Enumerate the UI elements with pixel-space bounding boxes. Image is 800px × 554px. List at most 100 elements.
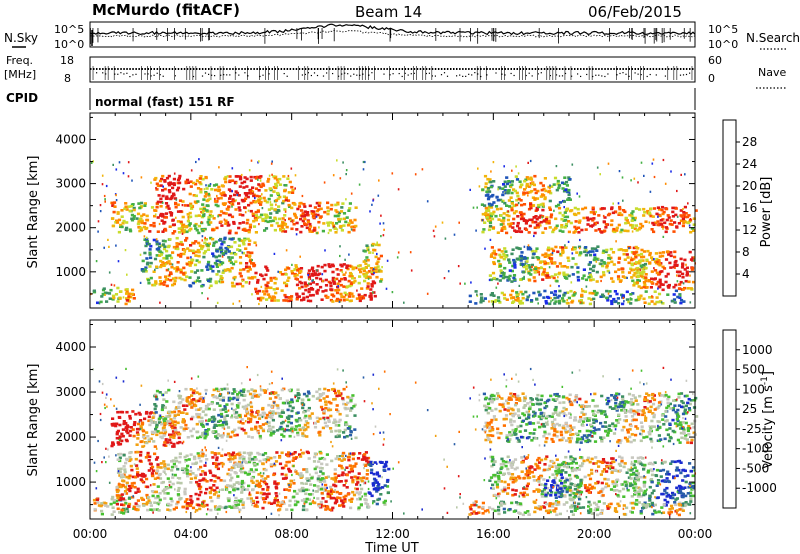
power-echo-cell (689, 287, 693, 290)
velocity-echo-cell (365, 477, 369, 480)
velocity-echo-cell (238, 508, 242, 512)
power-echo-cell (671, 206, 675, 210)
power-echo-cell (653, 290, 657, 293)
power-scatter-point (685, 263, 687, 266)
power-echo-cell (168, 262, 172, 266)
nave-mark (586, 73, 588, 76)
power-echo-cell (366, 285, 370, 288)
freq-mark (332, 68, 334, 70)
velocity-echo-cell (211, 394, 215, 397)
velocity-echo-cell (170, 460, 174, 463)
power-echo-cell (601, 293, 605, 297)
power-echo-cell (499, 198, 503, 202)
power-echo-cell (208, 197, 212, 201)
power-scatter-point (269, 201, 272, 204)
freq-mark (401, 68, 404, 70)
velocity-echo-cell (343, 435, 347, 439)
power-echo-cell (243, 176, 247, 179)
power-echo-cell (515, 198, 519, 202)
power-echo-cell (283, 223, 287, 227)
freq-left-tick-top: 18 (60, 54, 74, 67)
velocity-echo-cell (143, 417, 147, 421)
power-echo-cell (261, 217, 265, 221)
power-echo-cell (313, 272, 317, 276)
velocity-echo-cell (169, 418, 173, 421)
velocity-echo-cell (174, 407, 178, 411)
power-echo-cell (202, 213, 206, 216)
power-echo-cell (660, 205, 665, 209)
power-echo-cell (241, 199, 245, 203)
power-echo-cell (611, 229, 615, 233)
velocity-echo-cell (208, 418, 212, 421)
velocity-echo-region (110, 410, 182, 448)
power-echo-cell (365, 244, 369, 247)
power-echo-cell (533, 231, 537, 235)
power-echo-cell (644, 266, 648, 270)
velocity-echo-cell (299, 476, 303, 479)
power-echo-cell (627, 300, 631, 304)
power-echo-cell (535, 206, 539, 210)
power-echo-cell (530, 249, 534, 253)
power-echo-cell (258, 195, 262, 198)
power-echo-cell (664, 275, 668, 278)
power-echo-cell (589, 275, 593, 279)
freq-mark (564, 68, 567, 70)
velocity-echo-cell (323, 421, 327, 425)
power-echo-cell (623, 258, 627, 261)
power-echo-cell (169, 278, 173, 282)
power-echo-region (480, 205, 698, 235)
velocity-echo-cell (244, 414, 248, 418)
power-echo-cell (584, 228, 588, 231)
nave-mark (525, 74, 527, 77)
power-echo-cell (342, 224, 346, 227)
velocity-echo-cell (166, 422, 170, 426)
freq-mark (462, 68, 464, 70)
power-echo-cell (610, 223, 614, 227)
power-echo-cell (124, 228, 128, 231)
velocity-echo-cell (296, 411, 300, 414)
freq-mark (407, 68, 410, 70)
power-echo-cell (547, 253, 551, 257)
power-echo-cell (558, 271, 562, 275)
power-echo-cell (542, 187, 546, 191)
power-scatter-point (190, 256, 192, 259)
velocity-echo-cell (270, 416, 274, 420)
velocity-echo-cell (197, 484, 201, 488)
power-scatter-point (143, 235, 146, 238)
velocity-echo-cell (153, 501, 157, 504)
power-echo-cell (543, 255, 547, 258)
nave-mark (244, 72, 246, 74)
power-echo-cell (586, 251, 590, 254)
power-echo-cell (139, 227, 143, 230)
velocity-echo-cell (342, 431, 346, 434)
velocity-echo-cell (205, 503, 209, 507)
power-echo-cell (522, 203, 527, 206)
power-echo-cell (572, 231, 576, 234)
power-echo-cell (342, 285, 346, 288)
velocity-echo-cell (220, 388, 224, 391)
power-echo-cell (339, 217, 343, 221)
power-echo-cell (493, 256, 497, 260)
velocity-echo-cell (112, 510, 116, 513)
power-echo-cell (348, 202, 352, 205)
freq-mark (446, 68, 449, 70)
velocity-echo-cell (324, 424, 328, 428)
power-echo-cell (626, 256, 630, 259)
power-echo-cell (352, 281, 356, 284)
velocity-echo-cell (248, 420, 253, 423)
velocity-echo-cell (179, 481, 183, 485)
power-scatter-point (175, 198, 178, 201)
power-echo-cell (132, 297, 136, 300)
freq-mark (262, 68, 264, 70)
power-echo-cell (363, 274, 367, 278)
velocity-echo-cell (164, 438, 168, 441)
velocity-echo-cell (149, 437, 153, 441)
power-echo-cell (599, 275, 603, 279)
velocity-echo-cell (148, 501, 153, 504)
power-scatter-point (426, 292, 429, 295)
nave-mark (259, 75, 261, 78)
velocity-echo-cell (293, 451, 297, 454)
velocity-echo-cell (250, 396, 254, 399)
power-echo-cell (286, 177, 290, 180)
